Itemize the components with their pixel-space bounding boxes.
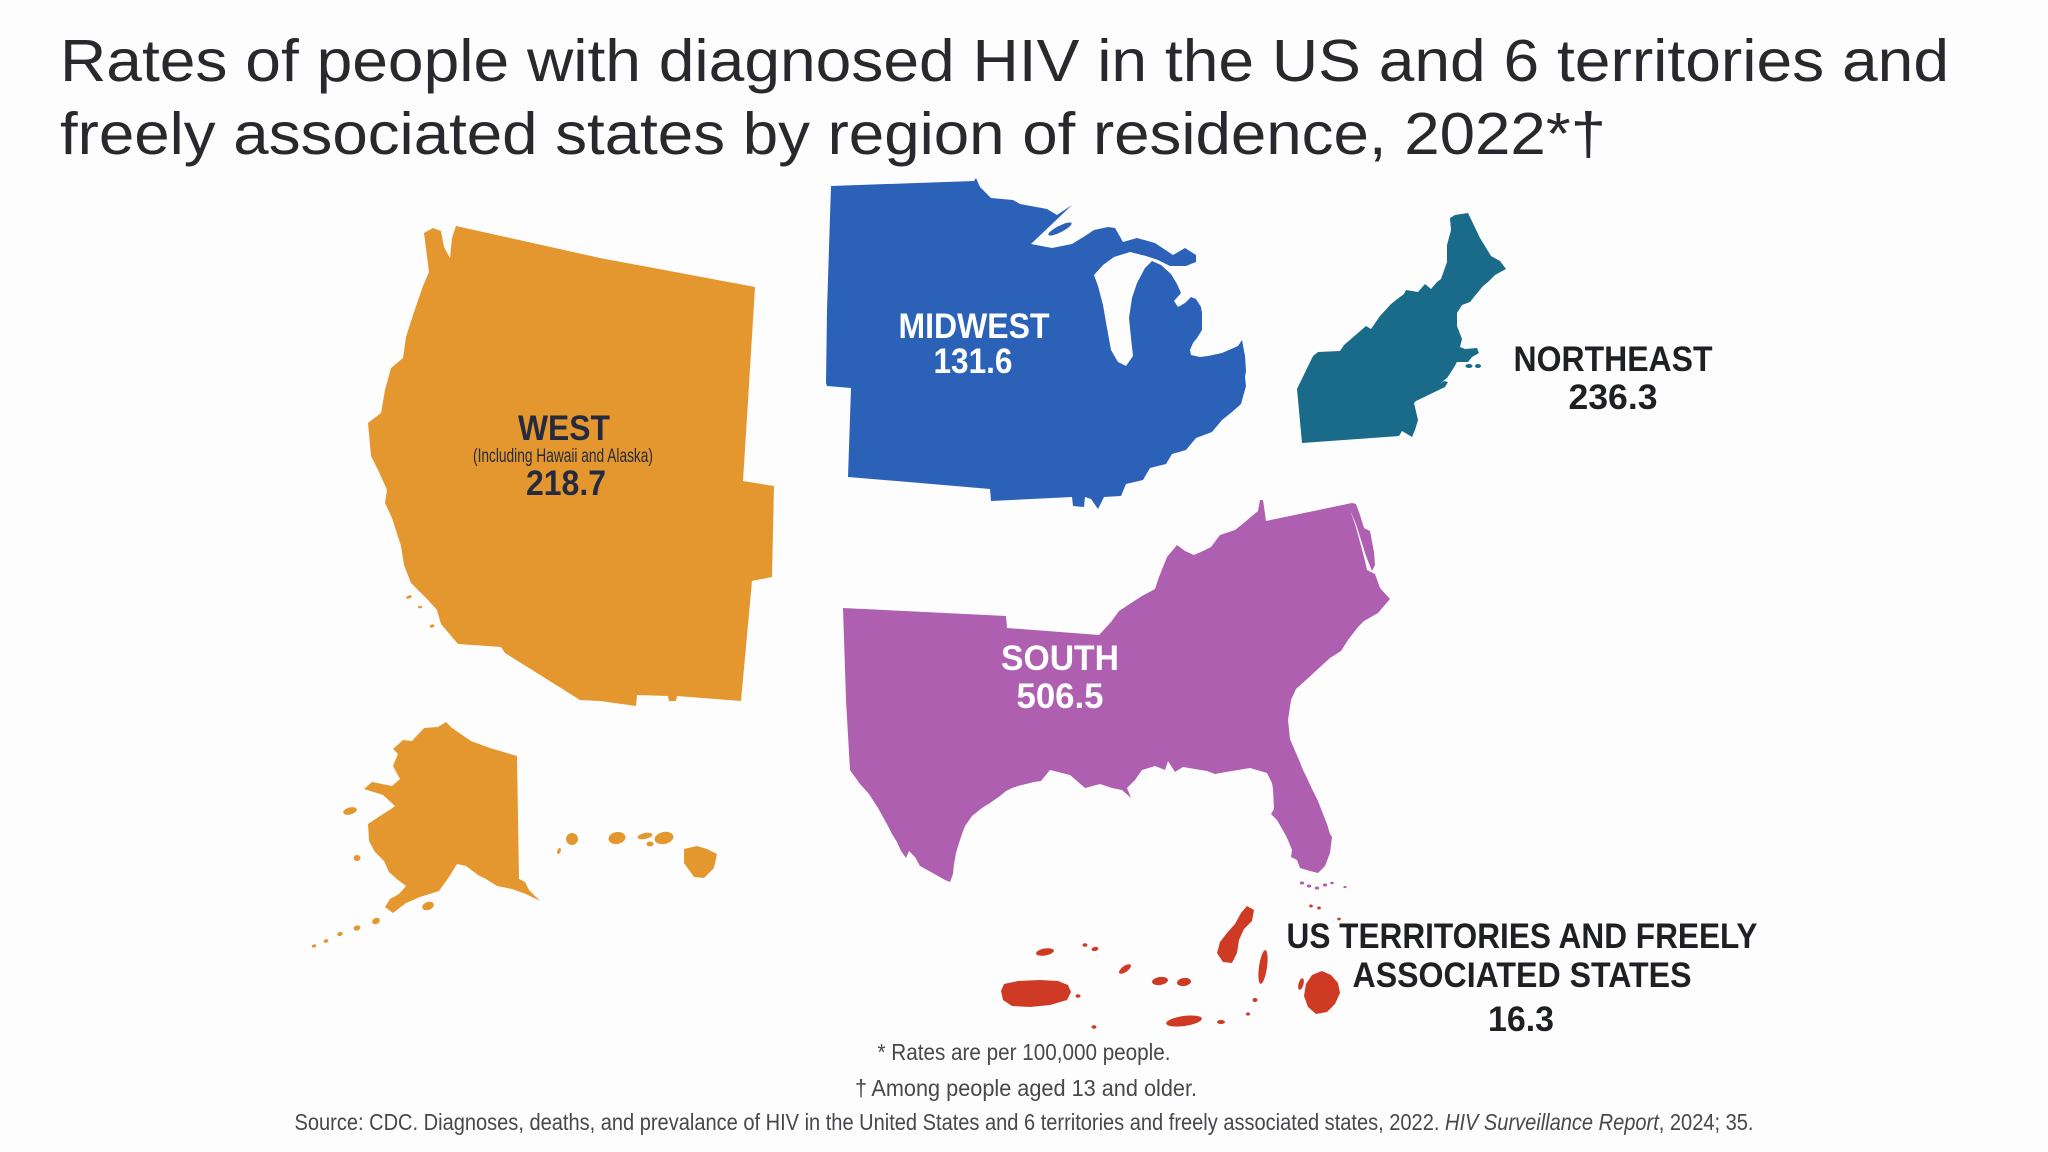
svg-text:236.3: 236.3 (1569, 378, 1658, 417)
svg-text:(Including Hawaii and Alaska): (Including Hawaii and Alaska) (473, 446, 653, 467)
svg-text:506.5: 506.5 (1017, 677, 1104, 716)
svg-text:SOUTH: SOUTH (1001, 639, 1119, 678)
svg-text:131.6: 131.6 (934, 342, 1013, 381)
svg-text:† Among people aged 13 and old: † Among people aged 13 and older. (855, 1075, 1197, 1101)
svg-text:Source: CDC. Diagnoses, deaths: Source: CDC. Diagnoses, deaths, and prev… (295, 1109, 1754, 1135)
svg-text:16.3: 16.3 (1488, 1000, 1554, 1039)
svg-text:ASSOCIATED STATES: ASSOCIATED STATES (1353, 956, 1692, 995)
svg-text:freely associated states by re: freely associated states by region of re… (60, 101, 1606, 167)
svg-text:218.7: 218.7 (526, 464, 606, 503)
svg-text:* Rates are per 100,000 people: * Rates are per 100,000 people. (878, 1039, 1171, 1065)
svg-text:MIDWEST: MIDWEST (899, 307, 1050, 346)
svg-text:Rates of people with diagnosed: Rates of people with diagnosed HIV in th… (60, 28, 1949, 94)
svg-text:NORTHEAST: NORTHEAST (1514, 340, 1713, 379)
svg-text:WEST: WEST (518, 409, 610, 448)
svg-text:US TERRITORIES AND FREELY: US TERRITORIES AND FREELY (1287, 917, 1758, 956)
